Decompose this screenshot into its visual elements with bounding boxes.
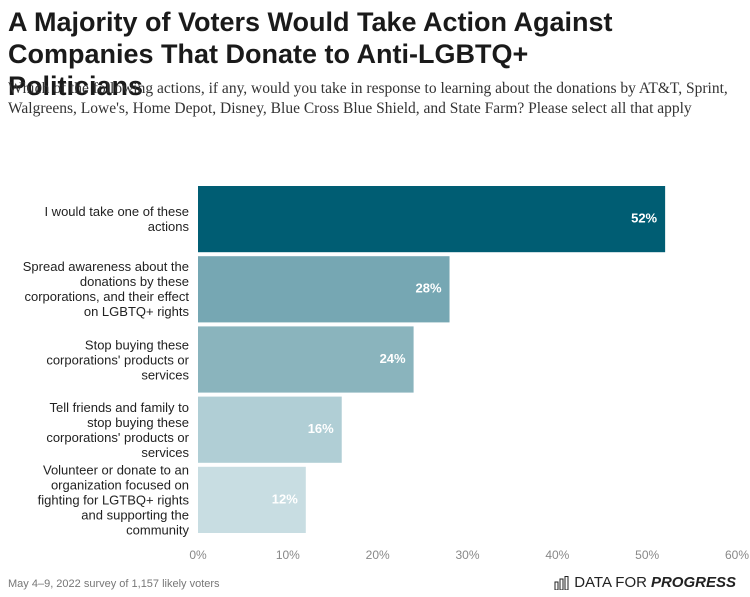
bar (198, 186, 666, 253)
logo-prefix: DATA FOR (574, 574, 647, 591)
x-tick-label: 20% (366, 548, 390, 562)
logo: DATA FOR PROGRESS (554, 574, 736, 591)
logo-emphasis: PROGRESS (650, 574, 736, 591)
value-label: 28% (416, 281, 442, 296)
x-tick-label: 50% (635, 548, 659, 562)
category-label: Spread awareness about the donations by … (22, 259, 189, 320)
logo-icon (554, 575, 569, 590)
bar (198, 396, 342, 463)
value-label: 12% (272, 491, 298, 506)
x-tick-label: 60% (725, 548, 749, 562)
footnote: May 4–9, 2022 survey of 1,157 likely vot… (8, 578, 220, 590)
x-tick-label: 10% (276, 548, 300, 562)
value-label: 16% (308, 421, 334, 436)
bar (198, 466, 306, 533)
category-label: Tell friends and family to stop buying t… (46, 399, 189, 460)
category-label: I would take one of these actions (44, 204, 189, 235)
x-tick-label: 40% (545, 548, 569, 562)
value-label: 24% (380, 351, 406, 366)
bar (198, 256, 450, 323)
category-label: Stop buying these corporations' products… (46, 337, 189, 382)
bar (198, 326, 414, 393)
x-tick-label: 30% (455, 548, 479, 562)
category-label: Volunteer or donate to an organization f… (37, 462, 189, 538)
x-tick-label: 0% (189, 548, 207, 562)
chart-subtitle: Which of the following actions, if any, … (8, 80, 728, 117)
chart-title: A Majority of Voters Would Take Action A… (8, 7, 613, 101)
value-label: 52% (631, 211, 657, 226)
